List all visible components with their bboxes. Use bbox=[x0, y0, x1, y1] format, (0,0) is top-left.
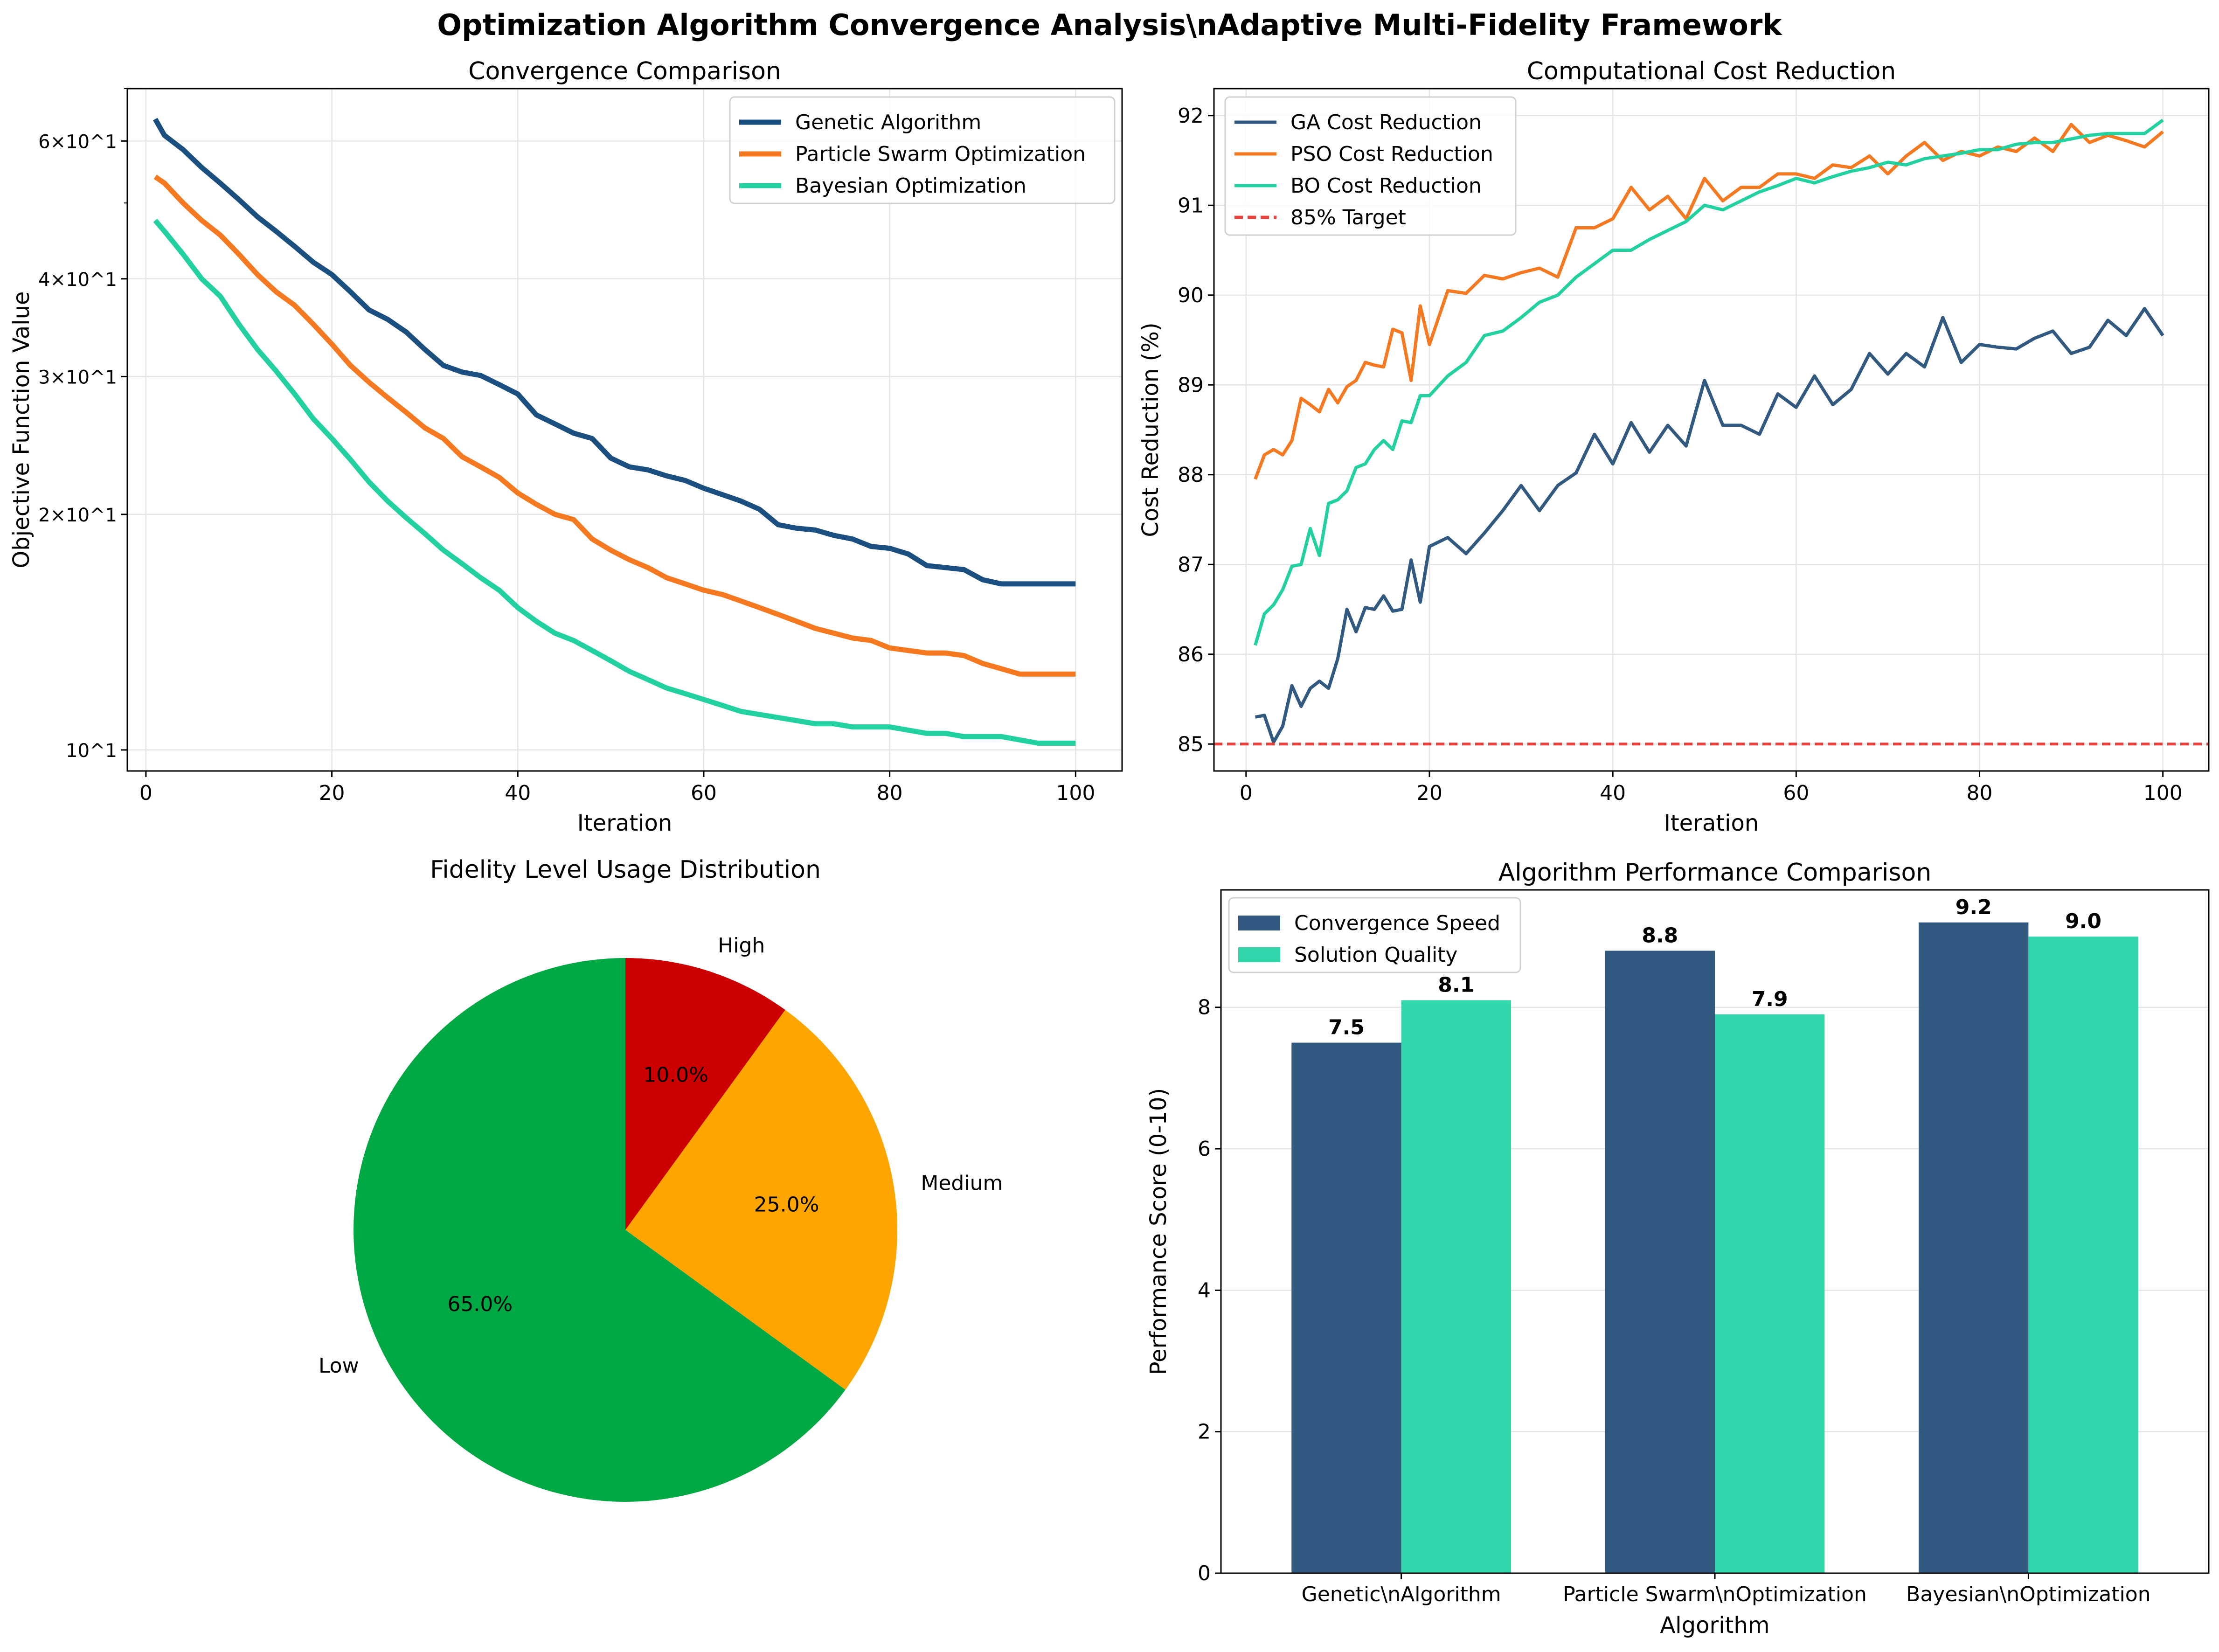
bar-value-label: 7.5 bbox=[1328, 1016, 1365, 1040]
y-tick-label: 87 bbox=[1178, 553, 1204, 576]
pie-percent-label: 25.0% bbox=[754, 1193, 819, 1216]
y-tick-label: 8 bbox=[1198, 996, 1211, 1020]
pie-percent-label: 65.0% bbox=[447, 1292, 513, 1316]
y-tick-label: 88 bbox=[1178, 463, 1204, 487]
chart-title: Algorithm Performance Comparison bbox=[1498, 859, 1932, 887]
y-axis-label: Objective Function Value bbox=[8, 291, 35, 568]
series-line-bayesian-optimization bbox=[153, 219, 1076, 746]
legend-label: Solution Quality bbox=[1294, 943, 1457, 967]
chart-title: Fidelity Level Usage Distribution bbox=[430, 856, 821, 884]
bar-solution-quality bbox=[1401, 1000, 1511, 1573]
axes-frame bbox=[1213, 88, 2210, 772]
y-tick-label: 3×10^1 bbox=[38, 367, 117, 388]
legend-label: Genetic Algorithm bbox=[795, 111, 981, 134]
x-tick-label: 100 bbox=[1056, 781, 1095, 805]
axes-frame bbox=[126, 88, 1123, 772]
bar-value-label: 9.0 bbox=[2065, 909, 2101, 933]
bar-convergence-speed bbox=[1291, 1042, 1401, 1573]
y-tick-label: 90 bbox=[1178, 284, 1204, 307]
legend-swatch bbox=[1238, 916, 1280, 930]
x-axis-label: Iteration bbox=[577, 810, 673, 836]
y-tick-label: 4×10^1 bbox=[38, 269, 117, 291]
legend-label: 85% Target bbox=[1290, 206, 1406, 229]
pie-slice-medium bbox=[625, 1010, 898, 1390]
y-axis-label: Cost Reduction (%) bbox=[1137, 322, 1164, 537]
x-tick-label: 0 bbox=[139, 781, 153, 805]
y-tick-label: 4 bbox=[1198, 1278, 1211, 1302]
figure-title: Optimization Algorithm Convergence Analy… bbox=[437, 8, 1782, 42]
y-tick-label: 92 bbox=[1178, 104, 1204, 128]
y-tick-label: 86 bbox=[1178, 643, 1204, 666]
convergence-comparison-chart: 0 20 40 60 80 100 10^1 2×10^1 3×10^1 4×10^1 6×10^1… bbox=[8, 57, 1123, 836]
x-tick-label: 20 bbox=[1416, 781, 1442, 805]
legend-box bbox=[1228, 897, 1521, 973]
x-tick-label: 20 bbox=[319, 781, 345, 805]
pie-label: High bbox=[718, 934, 765, 958]
x-tick-label: 0 bbox=[1240, 781, 1253, 805]
y-tick-label: 10^1 bbox=[66, 740, 117, 762]
chart-title: Computational Cost Reduction bbox=[1527, 57, 1896, 85]
x-axis-label: Iteration bbox=[1664, 810, 1759, 836]
x-tick-label: Bayesian\nOptimization bbox=[1906, 1583, 2150, 1606]
bar-convergence-speed bbox=[1919, 922, 2029, 1573]
pie-label: Medium bbox=[921, 1172, 1003, 1195]
legend-label: Particle Swarm Optimization bbox=[795, 142, 1086, 166]
legend-label: Convergence Speed bbox=[1294, 911, 1500, 935]
bar-value-label: 7.9 bbox=[1752, 987, 1788, 1011]
y-tick-label: 0 bbox=[1198, 1562, 1211, 1585]
legend-label: Bayesian Optimization bbox=[795, 174, 1026, 198]
fidelity-pie-chart: Fidelity Level Usage Distribution High 10.… bbox=[319, 856, 1003, 1502]
pie-label: Low bbox=[319, 1354, 359, 1378]
pie-slice-low bbox=[354, 958, 846, 1502]
bar-value-label: 8.8 bbox=[1642, 923, 1678, 947]
bar-value-label: 9.2 bbox=[1955, 895, 1992, 919]
x-tick-label: 80 bbox=[877, 781, 903, 805]
y-tick-label: 89 bbox=[1178, 373, 1204, 397]
legend-label: GA Cost Reduction bbox=[1290, 111, 1482, 134]
y-tick-label: 2 bbox=[1198, 1420, 1211, 1444]
x-tick-label: Genetic\nAlgorithm bbox=[1302, 1583, 1501, 1606]
series-line-pso-cost-reduction bbox=[1254, 123, 2164, 480]
y-tick-label: 85 bbox=[1178, 732, 1204, 756]
pie-percent-label: 10.0% bbox=[643, 1063, 708, 1087]
y-tick-label: 6×10^1 bbox=[38, 131, 117, 153]
cost-reduction-chart: 0 20 40 60 80 100 85 86 87 88 89 90 91 92 Computationa… bbox=[1137, 57, 2210, 836]
legend-swatch bbox=[1238, 947, 1280, 962]
x-tick-label: 80 bbox=[1967, 781, 1993, 805]
x-tick-label: 60 bbox=[1783, 781, 1809, 805]
x-tick-label: 60 bbox=[691, 781, 717, 805]
series-line-ga-cost-reduction bbox=[1255, 307, 2164, 744]
x-axis-label: Algorithm bbox=[1660, 1612, 1769, 1638]
bar-solution-quality bbox=[1715, 1014, 1825, 1573]
series-line-particle-swarm-optimization bbox=[153, 174, 1076, 677]
y-tick-label: 6 bbox=[1198, 1137, 1211, 1161]
x-tick-label: 40 bbox=[505, 781, 531, 805]
y-axis-label: Performance Score (0-10) bbox=[1145, 1088, 1172, 1375]
performance-bar-chart: 7.5 8.8 9.2 8.1 7.9 9.0 Genetic\nAlgorithm Part… bbox=[1145, 859, 2210, 1638]
pie-slice-high bbox=[625, 958, 785, 1230]
x-tick-label: Particle Swarm\nOptimization bbox=[1563, 1583, 1867, 1606]
bar-solution-quality bbox=[2028, 937, 2138, 1573]
chart-title: Convergence Comparison bbox=[468, 57, 781, 85]
series-line-genetic-algorithm bbox=[153, 118, 1076, 587]
x-tick-label: 40 bbox=[1600, 781, 1626, 805]
legend-label: BO Cost Reduction bbox=[1290, 174, 1482, 198]
legend-label: PSO Cost Reduction bbox=[1290, 142, 1493, 166]
bar-value-label: 8.1 bbox=[1438, 973, 1474, 997]
bar-convergence-speed bbox=[1605, 951, 1715, 1573]
legend-box bbox=[1224, 96, 1517, 236]
y-tick-label: 2×10^1 bbox=[38, 505, 117, 526]
y-tick-label: 91 bbox=[1178, 194, 1204, 217]
series-line-bo-cost-reduction bbox=[1254, 118, 2164, 646]
legend-box bbox=[729, 96, 1116, 204]
x-tick-label: 100 bbox=[2143, 781, 2183, 805]
